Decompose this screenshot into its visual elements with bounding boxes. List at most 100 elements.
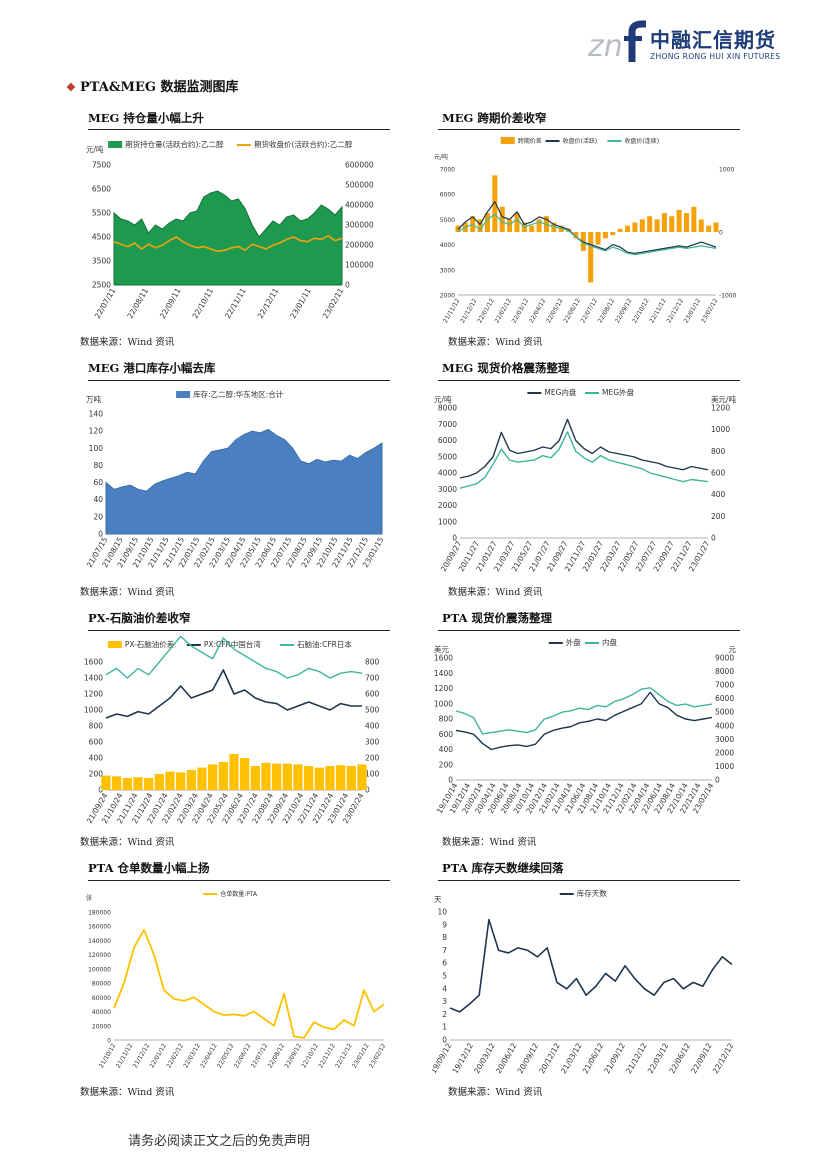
y-tick-label: 0	[452, 534, 457, 543]
y-tick-label: 20000	[92, 1023, 111, 1030]
y2-tick-label: 300	[365, 738, 380, 747]
source-note-0: 数据来源：Wind 资讯	[80, 337, 175, 348]
y-tick-label: 6500	[92, 185, 111, 194]
y-tick-label: 20	[93, 512, 103, 521]
y-tick-label: 8	[442, 933, 447, 942]
line-path	[113, 928, 385, 1039]
bar	[676, 209, 682, 232]
divider	[438, 880, 740, 881]
y2-tick-label: 1000	[711, 425, 730, 434]
y-tick-label: 0	[107, 1038, 111, 1045]
y2-tick-label: 0	[715, 776, 720, 785]
bar	[573, 232, 579, 239]
legend-label: 内盘	[602, 637, 617, 647]
bar	[625, 225, 631, 232]
y2-tick-label: 600	[711, 469, 726, 478]
y-tick-label: 140	[89, 410, 104, 419]
legend-label: PX:CFR中国台湾	[204, 639, 261, 649]
y-tick-label: 1000	[84, 706, 103, 715]
chart-pta-spot-price: 外盘 内盘 美元元 1600 1400 1200 1000 800 600 400 200 0 9000…	[432, 636, 738, 826]
bar	[282, 763, 292, 790]
legend-label: 收盘价(活跃)	[563, 137, 598, 145]
y-tick-label: 7	[442, 946, 447, 955]
line-path	[113, 235, 343, 253]
divider	[88, 129, 390, 130]
chart-meg-open-interest: 期货持仓量(活跃合约):乙二醇 期货收盘价(活跃合约):乙二醇 元/吨 7500 650…	[84, 135, 390, 325]
y2-tick-label: 400000	[345, 201, 374, 210]
y2-axis-unit: 元	[729, 645, 737, 654]
y2-tick-label: 200	[711, 512, 726, 521]
series-bars	[101, 754, 367, 790]
y2-tick-label: 0	[719, 230, 723, 237]
chart-px-naphtha: PX-石脑油价差 PX:CFR中国台湾 石脑油:CFR日本 1600 1400 1200 1…	[84, 636, 390, 826]
y-tick-label: 5000	[440, 217, 455, 224]
y-tick-label: 1600	[434, 654, 453, 663]
y2-tick-label: 600	[365, 690, 380, 699]
y-tick-label: 40000	[92, 1009, 111, 1016]
logo-mark-icon: zn	[588, 20, 646, 64]
y2-tick-label: 800	[711, 447, 726, 456]
chart-legend: 库存天数	[559, 888, 607, 898]
x-tick-label: 23/02/12	[368, 1042, 388, 1069]
bar	[208, 764, 218, 790]
y2-tick-label: 1200	[711, 404, 730, 413]
y-tick-label: 120000	[88, 952, 111, 959]
bar	[154, 774, 164, 790]
series-line	[455, 691, 713, 751]
bar	[261, 762, 271, 790]
source-note-3: 数据来源：Wind 资讯	[448, 587, 543, 598]
panel-title-4: PX-石脑油价差收窄	[88, 611, 191, 625]
y-tick-label: 0	[442, 1036, 447, 1045]
area-fill	[105, 428, 383, 535]
y-tick-label: 2000	[438, 501, 457, 510]
y-tick-label: 7000	[440, 167, 455, 174]
logo-name-en: ZHONG RONG HUI XIN FUTURES	[650, 52, 781, 61]
bar	[112, 776, 122, 790]
series-bars	[455, 175, 719, 283]
bar	[250, 766, 260, 790]
series-line	[449, 918, 733, 1013]
legend-label: 期货收盘价(活跃合约):乙二醇	[254, 139, 353, 149]
y-tick-label: 3	[442, 997, 447, 1006]
x-tick-label: 22/08/11	[125, 286, 150, 320]
series-line	[455, 687, 713, 735]
y2-tick-label: 0	[365, 786, 370, 795]
chart-svg: 库存:乙二醇:华东地区:合计万吨14012010080604020021/07/…	[85, 389, 386, 569]
bar	[661, 213, 667, 232]
y-tick-label: 60000	[92, 995, 111, 1002]
legend-label: 期货持仓量(活跃合约):乙二醇	[125, 139, 224, 149]
y-tick-label: 1400	[434, 669, 453, 678]
panel-title-7: PTA 库存天数继续回落	[442, 861, 564, 875]
legend-swatch	[108, 141, 123, 148]
logo-name-cn: 中融汇信期货	[650, 28, 776, 52]
y-tick-label: 9	[442, 920, 447, 929]
series-area	[105, 428, 383, 535]
bar	[229, 754, 239, 790]
y2-tick-label: 500	[365, 706, 380, 715]
area-fill	[113, 190, 343, 286]
x-tick: 22/12/12	[711, 1041, 736, 1075]
series-line	[113, 235, 343, 253]
y-tick-label: 8000	[438, 404, 457, 413]
y2-tick-label: 0	[345, 281, 350, 290]
divider	[88, 630, 390, 631]
y-tick-label: 800	[439, 715, 454, 724]
y-tick-label: 180000	[88, 910, 111, 917]
legend-label: 库存天数	[577, 888, 607, 898]
legend-label: 收盘价(连续)	[624, 137, 659, 145]
bar	[492, 175, 498, 232]
series-line	[459, 418, 709, 479]
bar	[240, 758, 250, 790]
y-axis-unit: 元/吨	[86, 144, 104, 154]
bar	[507, 219, 513, 232]
y-tick-label: 3000	[438, 485, 457, 494]
y-tick-label: 1	[442, 1023, 447, 1032]
divider	[88, 880, 390, 881]
y2-axis-unit: 美元/吨	[711, 394, 737, 404]
y-tick-label: 7000	[438, 420, 457, 429]
bar	[165, 771, 175, 790]
y-tick-label: 160000	[88, 924, 111, 931]
series-line	[105, 636, 363, 679]
